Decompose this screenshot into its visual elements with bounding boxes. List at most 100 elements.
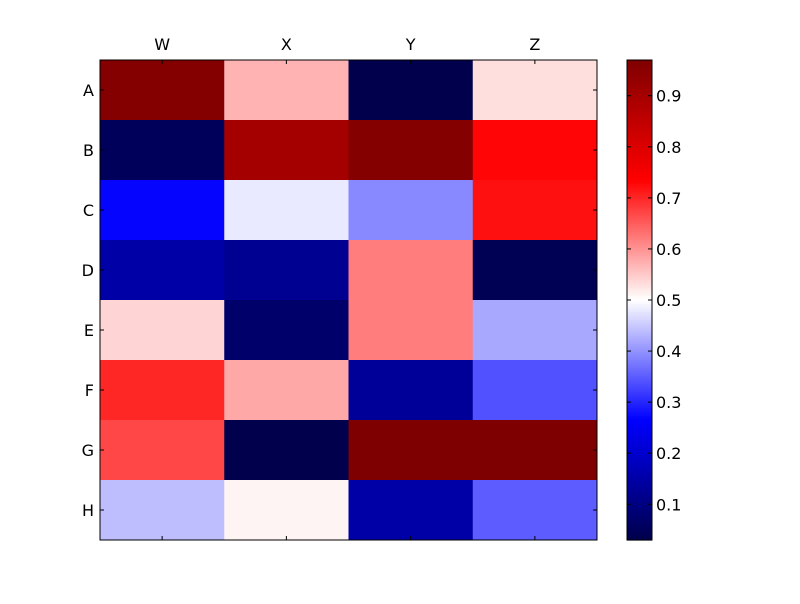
colorbar-segment: [627, 78, 652, 81]
colorbar-segment: [627, 80, 652, 83]
heatmap-cell-G-Z: [472, 420, 598, 481]
y-tick-label-E: E: [84, 321, 94, 340]
colorbar-segment: [627, 236, 652, 239]
colorbar-segment: [627, 472, 652, 475]
colorbar-segment: [627, 358, 652, 361]
colorbar-segment: [627, 482, 652, 485]
heatmap-cell-E-X: [224, 300, 349, 361]
colorbar-segment: [627, 218, 652, 221]
colorbar-segment: [627, 526, 652, 529]
colorbar-segment: [627, 192, 652, 195]
colorbar-segment: [627, 196, 652, 199]
colorbar-segment: [627, 64, 652, 67]
colorbar-tick-label-0.7: 0.7: [656, 189, 681, 208]
heatmap-cell-D-X: [224, 240, 349, 301]
colorbar-segment: [627, 126, 652, 129]
colorbar-segment: [627, 214, 652, 217]
colorbar-segment: [627, 176, 652, 179]
colorbar-segment: [627, 372, 652, 375]
heatmap-cell-F-X: [224, 360, 349, 421]
colorbar-segment: [627, 350, 652, 353]
colorbar-segment: [627, 444, 652, 447]
colorbar-segment: [627, 204, 652, 207]
colorbar-segment: [627, 120, 652, 123]
heatmap-cell-H-Y: [348, 480, 474, 541]
colorbar-segment: [627, 416, 652, 419]
colorbar-segment: [627, 366, 652, 369]
colorbar-segment: [627, 460, 652, 463]
colorbar-segment: [627, 194, 652, 197]
y-tick-label-G: G: [82, 441, 94, 460]
colorbar-tick-label-0.3: 0.3: [656, 393, 681, 412]
colorbar-segment: [627, 360, 652, 363]
colorbar-segment: [627, 380, 652, 383]
colorbar-segment: [627, 240, 652, 243]
colorbar-segment: [627, 334, 652, 337]
colorbar-segment: [627, 506, 652, 509]
heatmap-axes: W X Y Z A B C D E F G H: [82, 35, 598, 541]
x-tick-label-Y: Y: [405, 35, 416, 54]
colorbar-segment: [627, 230, 652, 233]
colorbar-segment: [627, 76, 652, 79]
colorbar-segment: [627, 114, 652, 117]
colorbar-segment: [627, 310, 652, 313]
heatmap-cell-E-Z: [472, 300, 598, 361]
colorbar-segment: [627, 500, 652, 503]
colorbar-segment: [627, 520, 652, 523]
heatmap-cell-G-W: [100, 420, 225, 481]
colorbar-segment: [627, 212, 652, 215]
colorbar-segment: [627, 208, 652, 211]
colorbar-segment: [627, 464, 652, 467]
colorbar-segment: [627, 452, 652, 455]
colorbar-segment: [627, 250, 652, 253]
colorbar-segment: [627, 198, 652, 201]
colorbar-segment: [627, 418, 652, 421]
colorbar-segment: [627, 66, 652, 69]
colorbar-segment: [627, 122, 652, 125]
colorbar-segment: [627, 368, 652, 371]
colorbar-segment: [627, 458, 652, 461]
heatmap-cell-D-W: [100, 240, 225, 301]
colorbar-segment: [627, 402, 652, 405]
colorbar-segment: [627, 68, 652, 71]
colorbar-tick-label-0.5: 0.5: [656, 291, 681, 310]
colorbar-segment: [627, 302, 652, 305]
colorbar-segment: [627, 404, 652, 407]
colorbar-segment: [627, 346, 652, 349]
colorbar-segment: [627, 352, 652, 355]
colorbar-segment: [627, 364, 652, 367]
y-tick-label-C: C: [83, 201, 94, 220]
colorbar-segment: [627, 264, 652, 267]
colorbar-segment: [627, 130, 652, 133]
colorbar-segment: [627, 332, 652, 335]
colorbar-segment: [627, 262, 652, 265]
colorbar-segment: [627, 252, 652, 255]
colorbar-segment: [627, 304, 652, 307]
colorbar-segment: [627, 186, 652, 189]
colorbar-segment: [627, 442, 652, 445]
colorbar-segment: [627, 128, 652, 131]
colorbar-segment: [627, 282, 652, 285]
colorbar-segment: [627, 210, 652, 213]
colorbar-segment: [627, 150, 652, 153]
colorbar-segment: [627, 202, 652, 205]
colorbar-segment: [627, 270, 652, 273]
colorbar-segment: [627, 376, 652, 379]
colorbar-segment: [627, 362, 652, 365]
colorbar-segment: [627, 446, 652, 449]
colorbar-segment: [627, 256, 652, 259]
heatmap-cell-G-X: [224, 420, 349, 481]
colorbar-segment: [627, 108, 652, 111]
colorbar-segment: [627, 326, 652, 329]
colorbar-segment: [627, 164, 652, 167]
colorbar-segment: [627, 312, 652, 315]
heatmap-cell-A-X: [224, 60, 349, 121]
colorbar-segment: [627, 420, 652, 423]
colorbar-segment: [627, 258, 652, 261]
colorbar-segment: [627, 146, 652, 149]
colorbar-segment: [627, 62, 652, 65]
colorbar-segment: [627, 232, 652, 235]
colorbar-segment: [627, 382, 652, 385]
colorbar-segment: [627, 440, 652, 443]
heatmap-cell-B-W: [100, 120, 225, 181]
